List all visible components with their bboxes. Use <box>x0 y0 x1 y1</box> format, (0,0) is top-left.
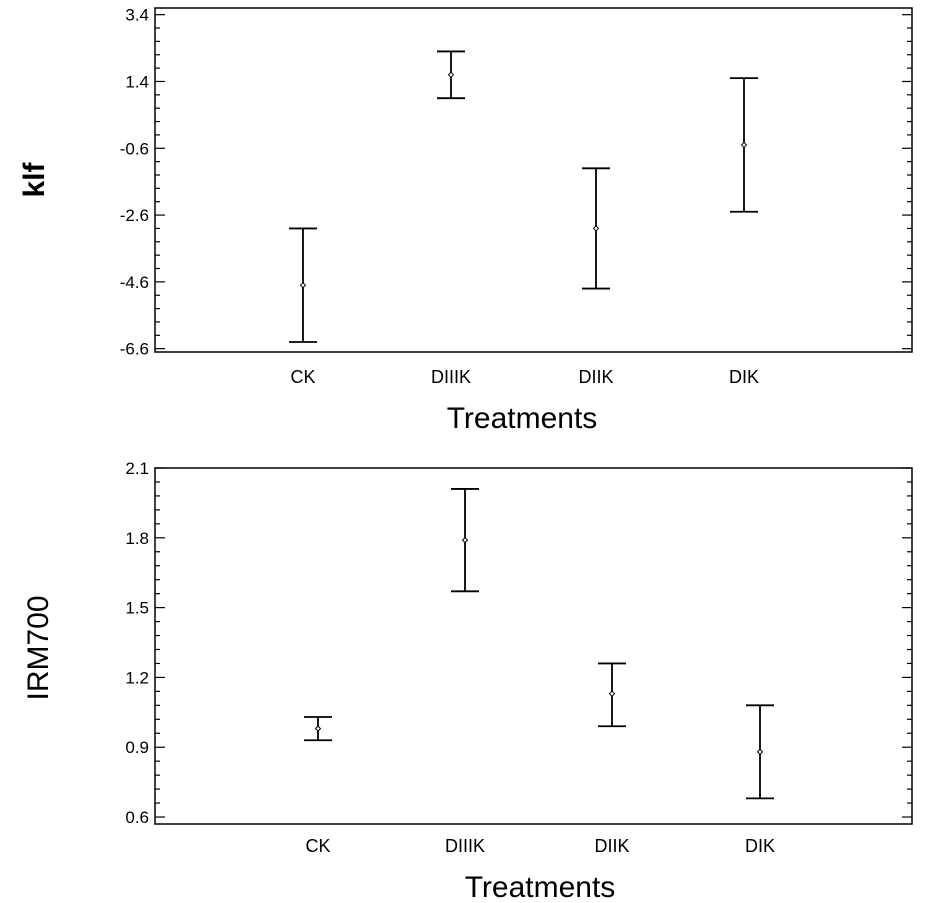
plot-frame <box>154 467 913 825</box>
error-bars <box>289 50 758 343</box>
y-axis-title: IRM700 <box>22 595 55 700</box>
error-bar <box>598 662 626 728</box>
y-tick-label: 1.5 <box>125 599 149 618</box>
mean-marker <box>740 141 748 149</box>
y-tick-label: -4.6 <box>120 273 149 292</box>
y-axis-title: klf <box>18 161 51 197</box>
mean-marker <box>592 225 600 232</box>
error-bar <box>451 488 479 593</box>
mean-marker <box>756 748 764 756</box>
x-axis-tick-labels: CK DIIIK DIIK DIK <box>290 367 759 387</box>
x-tick-label: DIIIK <box>431 367 471 387</box>
chart-panel-klf: 3.4 1.4 -0.6 -2.6 -4.6 -6.6 CK DIIIK DIIK DIK Tr… <box>18 6 913 435</box>
y-tick-label: 0.6 <box>125 808 149 827</box>
x-tick-label: DIIK <box>578 367 613 387</box>
y-tick-label: 0.9 <box>125 738 149 757</box>
mean-marker <box>608 690 616 697</box>
x-tick-label: DIK <box>729 367 759 387</box>
x-tick-label: CK <box>290 367 315 387</box>
error-bar <box>730 77 758 213</box>
mean-marker <box>447 71 455 79</box>
y-tick-label: -6.6 <box>120 340 149 359</box>
y-tick-label: 1.4 <box>125 72 149 91</box>
y-axis-ticks: 2.1 1.8 1.5 1.2 0.9 0.6 <box>125 459 912 827</box>
error-bars <box>304 488 774 800</box>
chart-panel-irm700: 2.1 1.8 1.5 1.2 0.9 0.6 CK DIIIK DIIK DIK Treatm… <box>22 459 913 903</box>
plot-frame <box>154 7 913 353</box>
error-bar <box>746 704 774 800</box>
mean-marker <box>461 536 469 544</box>
x-tick-label: DIK <box>745 836 775 856</box>
error-bar <box>437 50 465 100</box>
y-tick-label: 3.4 <box>125 6 149 25</box>
x-axis-title: Treatments <box>447 402 598 435</box>
y-tick-label: -0.6 <box>120 139 149 158</box>
x-tick-label: DIIIK <box>445 836 485 856</box>
y-tick-label: -2.6 <box>120 206 149 225</box>
error-bar <box>304 716 332 742</box>
y-tick-label: 1.2 <box>125 668 149 687</box>
x-tick-label: DIIK <box>594 836 629 856</box>
x-axis-tick-labels: CK DIIIK DIIK DIK <box>305 836 775 856</box>
mean-marker <box>314 725 322 732</box>
error-bar <box>582 167 610 290</box>
x-tick-label: CK <box>305 836 330 856</box>
x-axis-title: Treatments <box>465 871 616 903</box>
y-tick-label: 2.1 <box>125 459 149 478</box>
y-tick-label: 1.8 <box>125 529 149 548</box>
y-axis-ticks: 3.4 1.4 -0.6 -2.6 -4.6 -6.6 <box>120 6 912 359</box>
mean-marker <box>299 281 307 289</box>
error-bar <box>289 227 317 343</box>
